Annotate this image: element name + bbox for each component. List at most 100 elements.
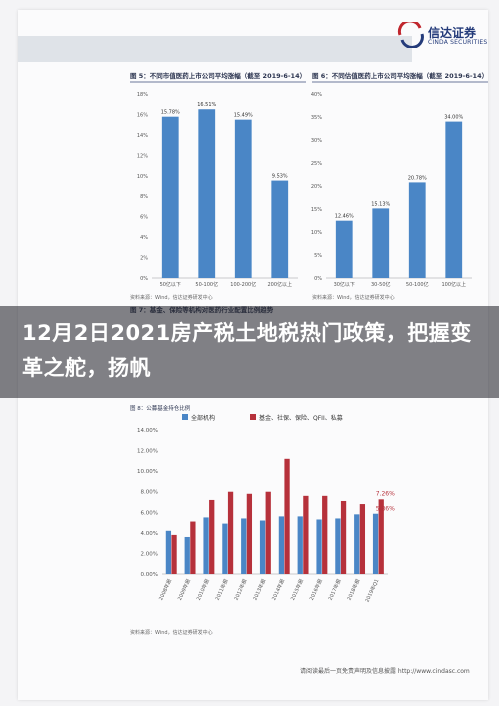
- bar-data-label: 16.51%: [197, 102, 216, 108]
- brand-logo: 信达证券 CINDA SECURITIES: [396, 20, 488, 50]
- legend-swatch-red: [250, 414, 256, 420]
- bar: [335, 518, 341, 574]
- y-tick-label: 35%: [311, 115, 322, 121]
- y-tick-label: 8.00%: [141, 490, 158, 496]
- y-tick-label: 14%: [137, 133, 148, 139]
- page-headline: 12月2日2021房产税土地税热门政策，把握变革之舵，扬帆: [22, 321, 472, 380]
- headline-overlay: [0, 306, 499, 398]
- bar: [265, 491, 271, 574]
- y-tick-label: 0.00%: [141, 572, 158, 578]
- bar-data-label: 12.46%: [335, 214, 354, 220]
- footer-disclaimer: 请阅读最后一页免责声明及信息披露 http://www.cindasc.com: [300, 668, 470, 675]
- legend-label: 全部机构: [191, 414, 215, 422]
- bar: [227, 491, 234, 574]
- y-tick-label: 40%: [311, 92, 322, 98]
- y-tick-label: 6.00%: [141, 510, 158, 516]
- x-tick-label: 2012年报: [233, 578, 249, 602]
- bar-data-label: 5.86%: [376, 506, 395, 513]
- x-tick-label: 2016年报: [308, 578, 324, 602]
- logo-text-cn: 信达证券: [428, 26, 477, 40]
- bar: [203, 517, 209, 574]
- bar-data-label: 7.26%: [376, 490, 395, 497]
- bar: [359, 504, 366, 574]
- y-tick-label: 10%: [137, 174, 148, 180]
- bar-data-label: 34.00%: [444, 115, 463, 121]
- y-tick-label: 10%: [311, 230, 322, 236]
- bar-data-label: 15.13%: [371, 201, 390, 207]
- y-tick-label: 4%: [140, 235, 148, 241]
- y-tick-label: 12.00%: [137, 449, 158, 455]
- chart-source: 资料来源：Wind，信达证券研发中心: [130, 294, 213, 301]
- chart-title: 图 5：不同市值医药上市公司平均涨幅（截至 2019-6-14）: [130, 71, 306, 80]
- chart-source: 资料来源：Wind，信达证券研发中心: [312, 294, 395, 301]
- bar: [234, 119, 252, 278]
- x-tick-label: 2017年报: [327, 578, 343, 602]
- bar: [335, 220, 353, 278]
- bar: [184, 536, 190, 574]
- header-band: [18, 36, 412, 62]
- y-tick-label: 16%: [137, 112, 148, 118]
- x-tick-label: 50亿以下: [160, 281, 181, 288]
- y-tick-label: 0%: [314, 276, 322, 282]
- cinda-logo-icon: [397, 22, 424, 48]
- bar: [246, 493, 253, 574]
- bar: [209, 499, 215, 574]
- bar-data-label: 9.53%: [272, 174, 288, 180]
- y-tick-label: 30%: [311, 138, 322, 144]
- x-tick-label: 50-100亿: [406, 281, 429, 288]
- bar: [340, 500, 347, 574]
- y-tick-label: 0%: [140, 276, 148, 282]
- y-tick-label: 6%: [140, 215, 148, 221]
- x-tick-label: 2011年报: [214, 578, 230, 602]
- bar: [297, 516, 303, 574]
- y-tick-label: 8%: [140, 194, 148, 200]
- y-tick-label: 20%: [311, 184, 322, 190]
- bar-data-label: 20.78%: [408, 175, 427, 181]
- chart-subtitle: 图 8：公募基金持仓比例: [130, 404, 191, 412]
- x-tick-label: 200亿以上: [267, 281, 292, 288]
- x-tick-label: 2013年报: [251, 578, 267, 602]
- x-tick-label: 30-50亿: [371, 281, 391, 288]
- bar: [378, 499, 384, 574]
- y-tick-label: 4.00%: [141, 531, 158, 537]
- x-tick-label: 30亿以下: [334, 281, 355, 288]
- x-tick-label: 100-200亿: [230, 281, 256, 288]
- bar: [198, 109, 216, 278]
- y-tick-label: 2%: [140, 256, 148, 262]
- bar: [372, 208, 390, 278]
- logo-text-en: CINDA SECURITIES: [428, 39, 488, 46]
- bar-data-label: 15.49%: [234, 113, 253, 119]
- y-tick-label: 2.00%: [141, 551, 158, 557]
- y-tick-label: 5%: [314, 253, 322, 259]
- bar: [354, 514, 360, 574]
- y-tick-label: 12%: [137, 153, 148, 159]
- x-tick-label: 2018年报: [346, 578, 362, 602]
- y-tick-label: 25%: [311, 161, 322, 167]
- y-tick-label: 18%: [137, 92, 148, 98]
- x-tick-label: 100亿以上: [441, 281, 466, 288]
- x-tick-label: 50-100亿: [195, 281, 218, 288]
- x-tick-label: 2009年报: [176, 578, 192, 602]
- chart-source: 资料来源：Wind，信达证券研发中心: [130, 629, 213, 636]
- bar: [372, 513, 379, 574]
- bar: [165, 530, 172, 574]
- bar: [161, 116, 179, 279]
- legend-label: 基金、社保、保险、QFII、私募: [259, 414, 343, 422]
- bar: [284, 458, 290, 574]
- bar: [322, 495, 328, 574]
- bar: [445, 121, 463, 278]
- chart-title: 图 6：不同估值医药上市公司平均涨幅（截至 2019-6-14）: [312, 71, 488, 80]
- x-tick-label: 2015年报: [289, 578, 305, 602]
- x-tick-label: 2014年报: [270, 578, 286, 602]
- bar: [259, 520, 266, 574]
- bar: [303, 495, 309, 574]
- bar: [408, 182, 426, 278]
- bar: [241, 518, 247, 574]
- bar: [171, 534, 177, 574]
- y-tick-label: 14.00%: [137, 428, 158, 434]
- bar: [222, 523, 228, 574]
- legend-swatch-blue: [182, 414, 188, 420]
- x-tick-label: 2008年报: [157, 578, 173, 602]
- bar: [278, 516, 285, 574]
